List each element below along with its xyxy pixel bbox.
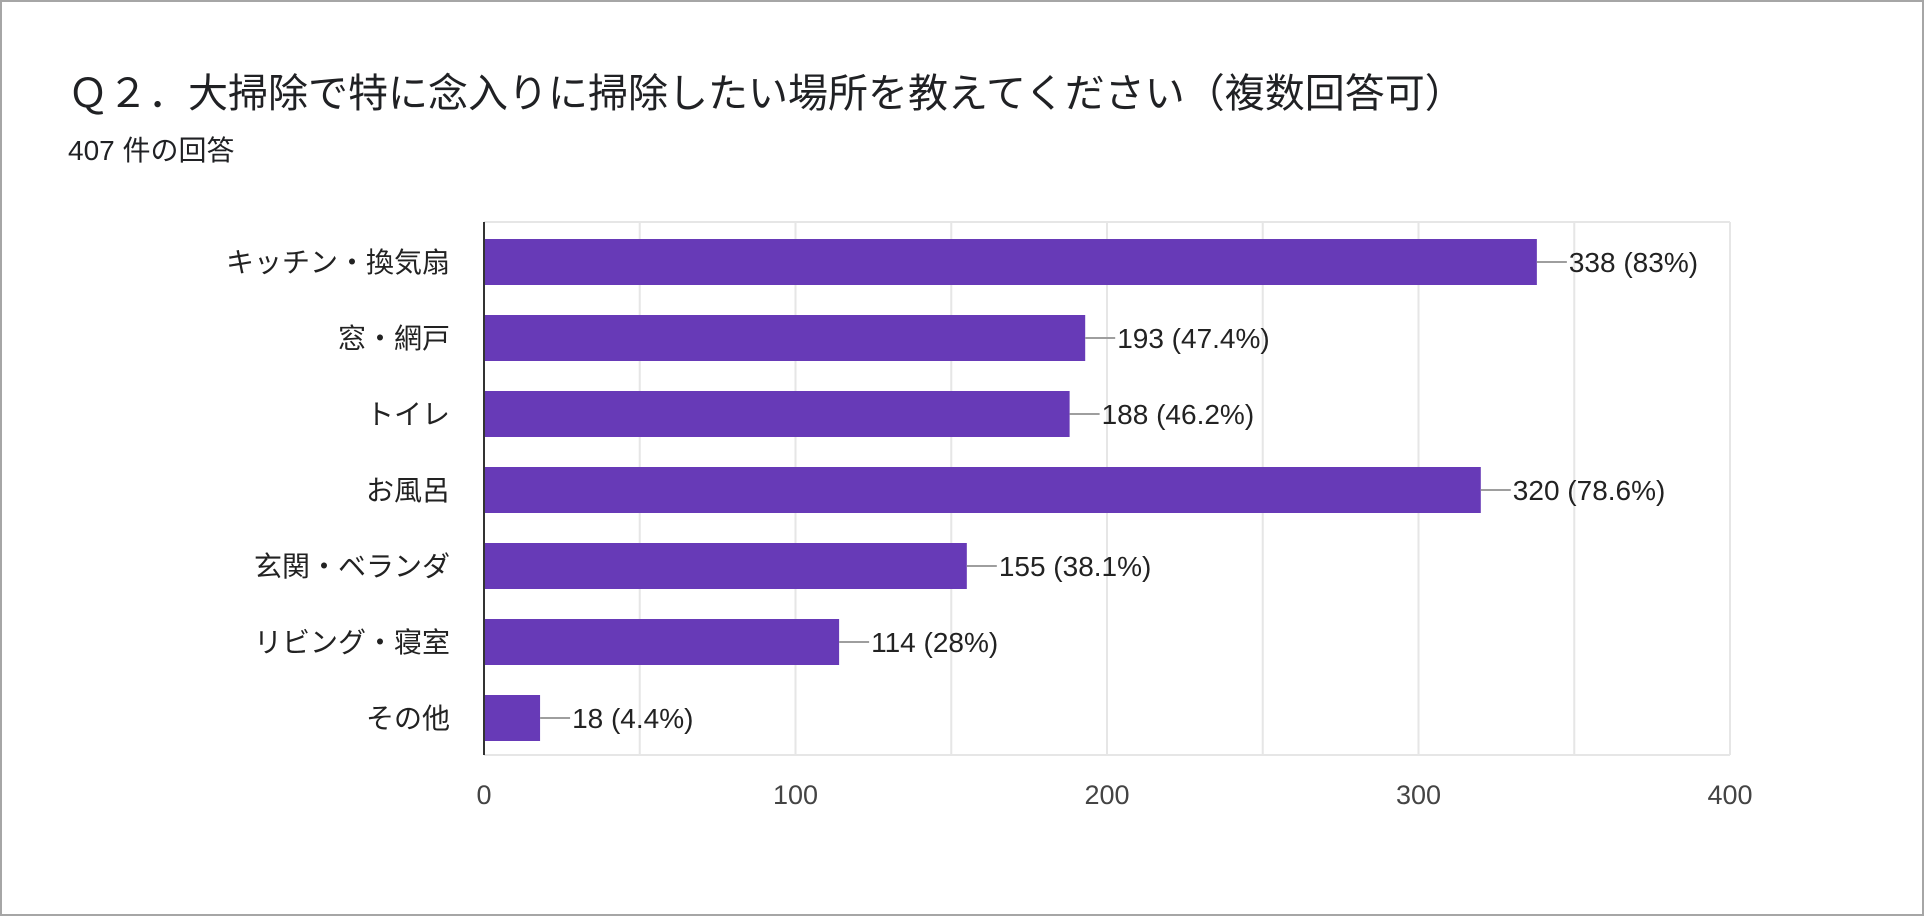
x-tick-label: 0 [476,780,491,810]
chart-title: Ｑ２．大掃除で特に念入りに掃除したい場所を教えてください（複数回答可） [68,72,1465,116]
value-label: 188 (46.2%) [1102,399,1255,430]
x-tick-label: 100 [773,780,818,810]
category-label: キッチン・換気扇 [226,247,450,278]
value-label: 338 (83%) [1569,247,1698,278]
bar [484,619,840,665]
bar [484,543,967,589]
category-label: お風呂 [366,475,450,506]
category-label: 窓・網戸 [338,323,450,354]
bar [484,239,1537,285]
category-label: リビング・寝室 [254,627,450,658]
category-label: トイレ [366,399,450,430]
value-label: 114 (28%) [871,627,998,658]
response-count: 407 件の回答 [68,135,235,166]
category-label: その他 [366,703,450,734]
bar [484,315,1086,361]
value-label: 193 (47.4%) [1117,323,1270,354]
x-tick-label: 300 [1396,780,1441,810]
x-tick-label: 400 [1707,780,1752,810]
category-label: 玄関・ベランダ [254,551,450,582]
value-label: 155 (38.1%) [999,551,1152,582]
x-tick-label: 200 [1084,780,1129,810]
bar [484,467,1481,513]
bar [484,391,1070,437]
value-label: 320 (78.6%) [1513,475,1666,506]
value-label: 18 (4.4%) [572,703,693,734]
bar [484,695,541,741]
